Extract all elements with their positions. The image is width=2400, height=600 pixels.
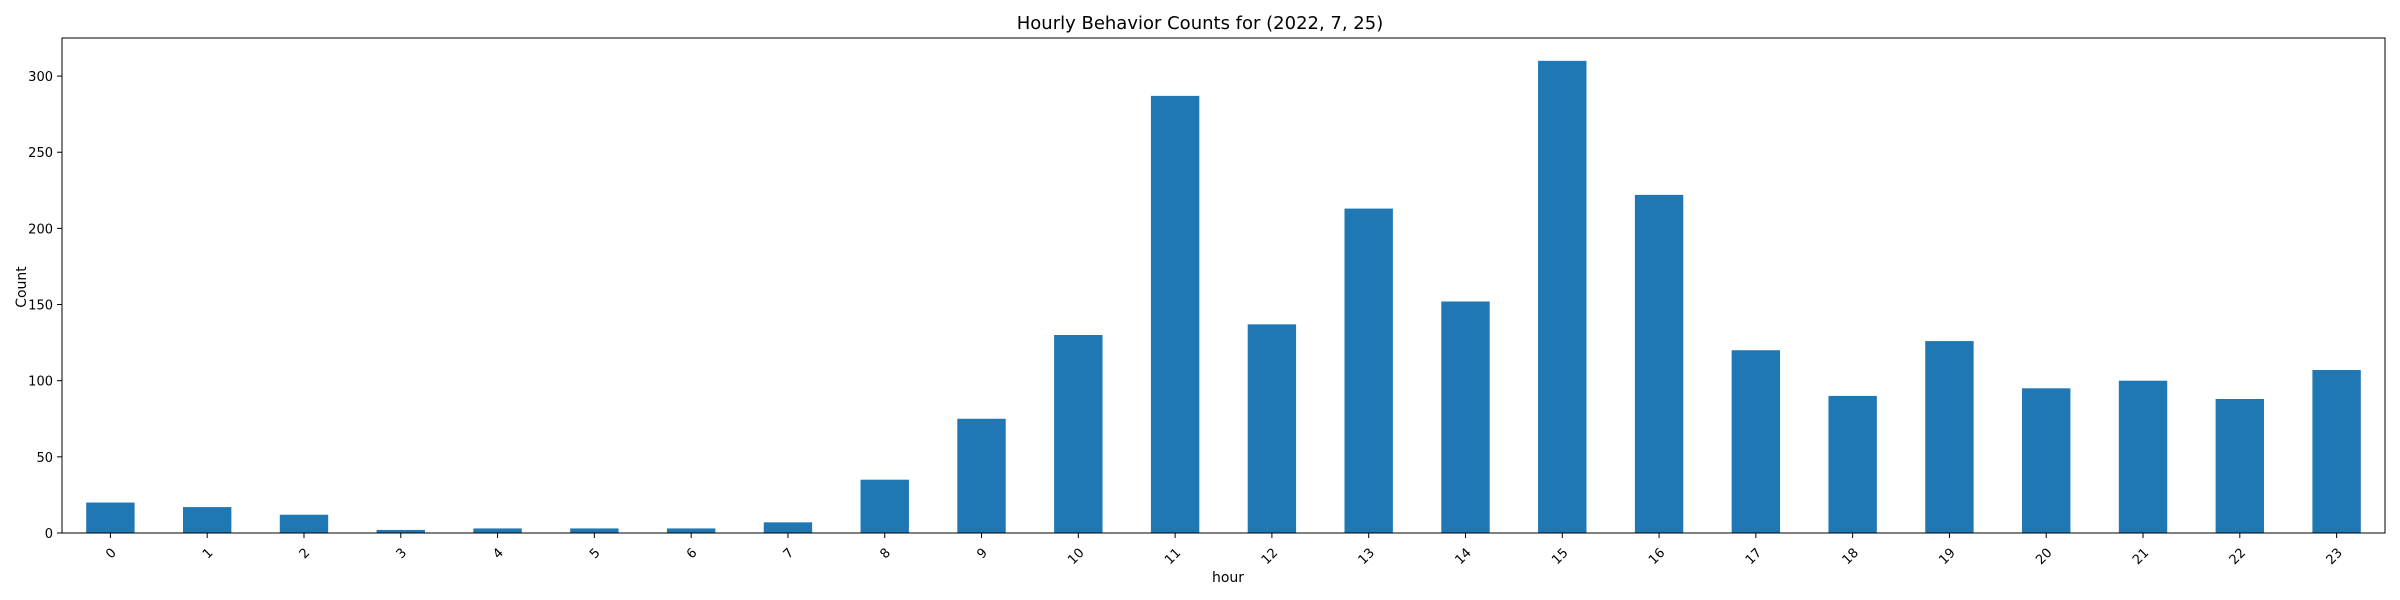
y-tick-label: 100 [28,375,53,390]
x-tick-label: 14 [1452,546,1474,568]
bar-7 [763,522,813,533]
x-tick-label: 5 [587,546,603,562]
x-tick-label: 10 [1065,546,1087,568]
x-axis-label: hour [1212,570,1244,586]
x-tick-label: 22 [2227,546,2249,568]
y-tick-label: 200 [28,222,53,237]
x-tick-label: 18 [1840,546,1862,568]
x-tick-label: 4 [490,546,506,562]
x-tick-label: 23 [2324,546,2346,568]
y-tick-label: 0 [45,527,53,542]
x-tick-label: 13 [1356,546,1378,568]
plot-frame [61,37,2386,534]
y-axis-label: Count [14,266,30,308]
x-tick-label: 19 [1936,546,1958,568]
x-tick-label: 8 [878,546,894,562]
bar-1 [182,507,232,533]
x-tick-label: 20 [2033,546,2055,568]
bar-22 [2215,398,2265,533]
bar-10 [1054,335,1103,533]
x-tick-label: 3 [394,546,410,562]
bar-16 [1634,194,1684,533]
bar-4 [473,528,522,533]
y-tick-label: 300 [28,70,53,85]
x-tick-label: 9 [974,546,990,562]
bar-23 [2312,370,2361,533]
bar-12 [1247,324,1297,533]
x-tick-label: 12 [1259,546,1281,568]
bar-11 [1150,95,1200,533]
x-tick-label: 1 [200,546,216,562]
chart-title: Hourly Behavior Counts for (2022, 7, 25) [1017,13,1384,34]
bar-21 [2118,380,2168,533]
x-tick-label: 16 [1646,546,1668,568]
bar-3 [376,529,425,533]
bar-17 [1731,350,1781,533]
bar-15 [1538,60,1587,533]
bar-6 [666,528,716,533]
bar-8 [860,479,909,533]
bar-0 [86,502,135,533]
x-tick-label: 21 [2130,546,2152,568]
bar-18 [1828,395,1877,533]
bar-9 [957,418,1006,533]
y-tick-label: 250 [28,146,53,161]
x-tick-label: 0 [103,546,119,562]
y-tick-label: 50 [36,451,53,466]
bar-14 [1441,301,1490,533]
bar-5 [570,528,619,533]
x-tick-label: 11 [1162,546,1184,568]
x-tick-label: 15 [1549,546,1571,568]
bar-19 [1925,341,1974,533]
x-tick-label: 17 [1743,546,1765,568]
bar-13 [1344,208,1393,534]
bar-20 [2022,388,2071,533]
x-tick-label: 2 [297,546,313,562]
x-tick-label: 6 [684,546,700,562]
x-tick-label: 7 [781,546,797,562]
bar-2 [279,514,329,533]
y-tick-label: 150 [28,299,53,314]
